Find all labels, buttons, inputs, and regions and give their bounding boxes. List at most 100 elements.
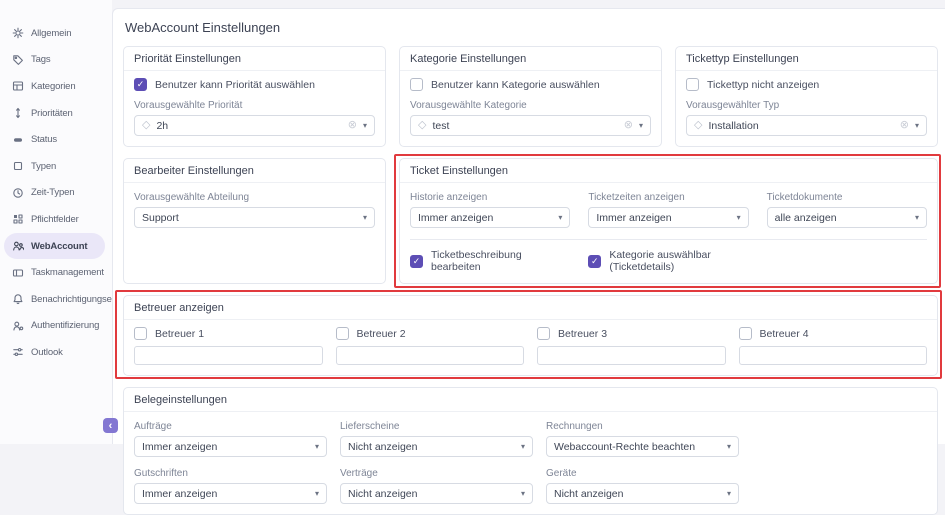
select-value: Installation [708,119,759,132]
sidebar-item-tags[interactable]: Tags [0,47,112,74]
sidebar-item-taskmanagement[interactable]: Taskmanagement [0,259,112,286]
rechnungen-select[interactable]: Webaccount-Rechte beachten ▾ [546,436,739,457]
clock-icon [12,187,24,199]
kategorie-select[interactable]: ◇ test ⊗ ▾ [410,115,651,136]
ticketdokumente-select[interactable]: alle anzeigen ▾ [766,207,927,228]
sidebar-item-status[interactable]: Status [0,126,112,153]
select-value: Support [142,211,179,224]
checkbox[interactable] [588,254,602,268]
tickettyp-checkbox-row[interactable]: Tickettyp nicht anzeigen [686,78,927,91]
checkbox[interactable] [410,78,423,91]
panel-body: Benutzer kann Priorität auswählen Voraus… [124,71,385,146]
divider [410,239,927,240]
sidebar-item-authentifizierung[interactable]: Authentifizierung [0,313,112,340]
field-label: Ticketzeiten anzeigen [588,192,685,203]
users-icon [12,240,24,252]
caret-down-icon[interactable]: ▾ [914,212,919,222]
checkbox-label: Betreuer 2 [356,327,406,340]
betreuer-1-checkbox-row[interactable]: Betreuer 1 [134,327,323,340]
betreuer-4-input[interactable] [738,346,927,365]
panel-body: Vorausgewählte Abteilung Support ▾ [124,183,385,238]
sidebar-item-label: Outlook [31,346,63,358]
caret-down-icon[interactable]: ▾ [558,212,563,222]
caret-down-icon[interactable]: ▾ [736,212,741,222]
bearbeiter-select[interactable]: Support ▾ [134,207,375,228]
betreuer-2-input[interactable] [335,346,524,365]
belege-select-cell: Lieferscheine Nicht anzeigen ▾ [340,419,533,457]
lieferscheine-select[interactable]: Nicht anzeigen ▾ [340,436,533,457]
sidebar-item-label: Tags [31,54,51,66]
gutschriften-select[interactable]: Immer anzeigen ▾ [134,483,327,504]
sidebar-item-webaccount[interactable]: WebAccount [4,232,105,260]
betreuer-3-checkbox-row[interactable]: Betreuer 3 [537,327,726,340]
panel-body: Aufträge Immer anzeigen ▾ Lieferscheine … [124,412,937,514]
sidebar-item-zeit-typen[interactable]: Zeit-Typen [0,180,112,207]
grid-icon [12,213,24,225]
ticket-select-cell: Ticketzeiten anzeigen Immer anzeigen ▾ [588,190,749,228]
checkbox[interactable] [410,254,423,268]
panel-betreuer: Betreuer anzeigen Betreuer 1 Betreuer 2 [115,290,942,379]
caret-down-icon[interactable]: ▾ [314,488,319,498]
diamond-icon: ◇ [694,119,703,131]
panel-title: Betreuer anzeigen [124,296,937,320]
prioritaet-checkbox-row[interactable]: Benutzer kann Priorität auswählen [134,78,375,91]
panel-title: Kategorie Einstellungen [400,47,661,71]
sidebar-item-label: Status [31,134,58,146]
checkbox[interactable] [335,327,349,340]
panel-prioritaet: Priorität Einstellungen Benutzer kann Pr… [123,46,386,147]
clear-icon[interactable]: ⊗ [623,119,633,131]
ticketbeschreibung-checkbox-row[interactable]: Ticketbeschreibung bearbeiten [410,249,570,273]
panel-title: Belegeinstellungen [124,388,937,412]
prioritaet-select[interactable]: ◇ 2h ⊗ ▾ [134,115,375,136]
caret-down-icon[interactable]: ▾ [362,212,367,222]
auftraege-select[interactable]: Immer anzeigen ▾ [134,436,327,457]
select-value: Immer anzeigen [142,440,218,453]
field-label: Rechnungen [546,421,603,432]
caret-down-icon[interactable]: ▾ [362,120,367,130]
field-label: Vorausgewählte Priorität [134,100,243,111]
clear-icon[interactable]: ⊗ [347,119,357,131]
betreuer-3-input[interactable] [537,346,726,365]
field-label: Aufträge [134,421,172,432]
caret-down-icon[interactable]: ▾ [638,120,643,130]
kategorie-auswaehlbar-checkbox-row[interactable]: Kategorie auswählbar (Ticketdetails) [588,249,748,273]
checkbox[interactable] [134,78,147,91]
caret-down-icon[interactable]: ▾ [520,488,525,498]
ticketzeiten-select[interactable]: Immer anzeigen ▾ [588,207,749,228]
panel-tickettyp: Tickettyp Einstellungen Tickettyp nicht … [675,46,938,147]
clear-icon[interactable]: ⊗ [899,119,909,131]
betreuer-2-checkbox-row[interactable]: Betreuer 2 [335,327,525,340]
sidebar-collapse-button[interactable]: ‹ [103,418,118,433]
kategorie-checkbox-row[interactable]: Benutzer kann Kategorie auswählen [410,78,651,91]
sidebar-item-typen[interactable]: Typen [0,153,112,180]
checkbox[interactable] [686,78,699,91]
caret-down-icon[interactable]: ▾ [726,488,731,498]
sidebar-item-label: Prioritäten [31,107,73,119]
caret-down-icon[interactable]: ▾ [914,120,919,130]
ticket-select-cell: Ticketdokumente alle anzeigen ▾ [766,190,927,228]
tickettyp-select[interactable]: ◇ Installation ⊗ ▾ [686,115,927,136]
geraete-select[interactable]: Nicht anzeigen ▾ [546,483,739,504]
betreuer-1-input[interactable] [134,346,323,365]
sidebar-item-outlook[interactable]: Outlook [0,339,112,366]
sidebar-item-label: Kategorien [31,80,76,92]
field-label: Verträge [340,468,378,479]
select-value: Nicht anzeigen [348,487,418,500]
checkbox[interactable] [134,327,147,340]
select-value: alle anzeigen [774,211,837,224]
checkbox[interactable] [537,327,550,340]
field-label: Vorausgewählte Kategorie [410,100,527,111]
checkbox[interactable] [738,327,752,340]
page-title: WebAccount Einstellungen [125,20,281,35]
sidebar-item-kategorien[interactable]: Kategorien [0,73,112,100]
vertraege-select[interactable]: Nicht anzeigen ▾ [340,483,533,504]
sidebar-item-prioritaeten[interactable]: Prioritäten [0,100,112,127]
historie-select[interactable]: Immer anzeigen ▾ [410,207,571,228]
field-label: Lieferscheine [340,421,400,432]
panel-title: Priorität Einstellungen [124,47,385,71]
sidebar-item-allgemein[interactable]: Allgemein [0,20,112,47]
sidebar-item-pflichtfelder[interactable]: Pflichtfelder [0,206,112,233]
sidebar-item-benachrichtigungen[interactable]: Benachrichtigungsei... [0,286,112,313]
betreuer-4-checkbox-row[interactable]: Betreuer 4 [738,327,928,340]
panel-title: Bearbeiter Einstellungen [124,159,385,183]
